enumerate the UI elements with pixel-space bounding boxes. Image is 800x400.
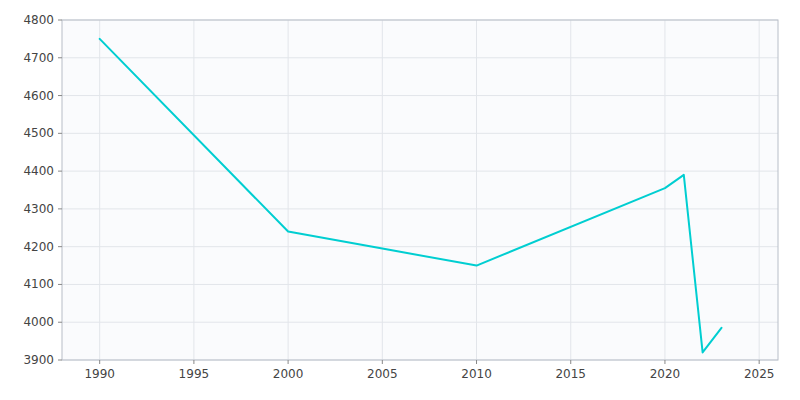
y-tick-label: 3900 xyxy=(23,353,54,367)
y-tick-label: 4700 xyxy=(23,51,54,65)
x-tick xyxy=(288,360,289,364)
x-tick xyxy=(570,360,571,364)
plot-background xyxy=(62,20,778,360)
x-tick-label: 1990 xyxy=(84,367,115,381)
y-tick-label: 4100 xyxy=(23,277,54,291)
y-tick-label: 4000 xyxy=(23,315,54,329)
grid xyxy=(62,20,778,360)
x-tick-label: 2010 xyxy=(461,367,492,381)
y-tick xyxy=(58,57,62,58)
x-grid-line xyxy=(759,20,760,360)
y-tick-label: 4200 xyxy=(23,240,54,254)
y-grid-line xyxy=(62,208,778,209)
y-tick-label: 4300 xyxy=(23,202,54,216)
y-tick xyxy=(58,133,62,134)
x-tick xyxy=(664,360,665,364)
x-grid-line xyxy=(476,20,477,360)
x-grid-line xyxy=(99,20,100,360)
x-tick-label: 2015 xyxy=(555,367,586,381)
y-tick xyxy=(58,284,62,285)
chart-container: 1990 1995 2000 2005 2010 2015 2020 2025 3900 4000… xyxy=(0,0,800,400)
line xyxy=(100,39,722,353)
plot-frame xyxy=(62,20,778,360)
x-grid-line xyxy=(664,20,665,360)
y-grid-line xyxy=(62,95,778,96)
y-tick xyxy=(58,95,62,96)
x-tick xyxy=(476,360,477,364)
x-grid-line xyxy=(570,20,571,360)
x-tick-label: 2005 xyxy=(367,367,398,381)
y-grid-line xyxy=(62,322,778,323)
y-grid-line xyxy=(62,284,778,285)
y-grid-line xyxy=(62,133,778,134)
x-tick-label: 1995 xyxy=(179,367,210,381)
y-tick-label: 4400 xyxy=(23,164,54,178)
y-tick xyxy=(58,246,62,247)
chart-svg: 1990 1995 2000 2005 2010 2015 2020 2025 3900 4000… xyxy=(0,0,800,400)
data-layer xyxy=(100,39,722,353)
x-grid-line xyxy=(193,20,194,360)
x-tick xyxy=(193,360,194,364)
y-grid-line xyxy=(62,171,778,172)
y-tick xyxy=(58,360,62,361)
y-tick xyxy=(58,171,62,172)
y-grid-line xyxy=(62,246,778,247)
y-tick xyxy=(58,20,62,21)
x-tick xyxy=(382,360,383,364)
y-tick xyxy=(58,322,62,323)
x-tick-label: 2000 xyxy=(273,367,304,381)
y-grid-line xyxy=(62,57,778,58)
x-grid-line xyxy=(382,20,383,360)
y-tick-label: 4500 xyxy=(23,126,54,140)
y-tick xyxy=(58,208,62,209)
y-tick-label: 4800 xyxy=(23,13,54,27)
x-grid-line xyxy=(288,20,289,360)
x-tick-label: 2025 xyxy=(744,367,775,381)
x-tick-label: 2020 xyxy=(650,367,681,381)
x-tick xyxy=(759,360,760,364)
x-tick xyxy=(99,360,100,364)
axes: 1990 1995 2000 2005 2010 2015 2020 2025 3900 4000… xyxy=(23,13,774,381)
y-tick-label: 4600 xyxy=(23,89,54,103)
